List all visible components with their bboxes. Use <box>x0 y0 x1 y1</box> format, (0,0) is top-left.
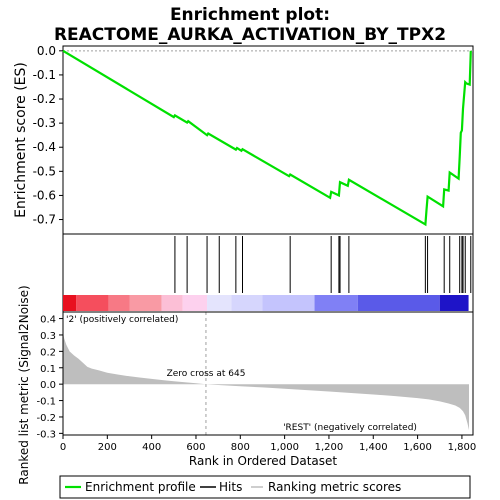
metric-panel-frame <box>62 311 474 436</box>
metric-xtick-label: 1,600 <box>403 442 432 453</box>
colorbar-segment <box>182 295 208 311</box>
metric-ytick-label: 0.4 <box>40 315 56 326</box>
metric-ytick-label: -0.2 <box>36 413 56 424</box>
metric-xtick-label: 1,000 <box>270 442 299 453</box>
metric-ytick-label: -0.3 <box>36 429 56 440</box>
legend-label-metric: Ranking metric scores <box>268 480 401 494</box>
es-y-axis-label: Enrichment score (ES) <box>13 62 29 218</box>
metric-xtick-label: 800 <box>231 442 250 453</box>
metric-ytick-label: 0.0 <box>40 380 56 391</box>
metric-ytick-label: 0.1 <box>40 364 56 375</box>
es-ytick-label: -0.7 <box>33 213 56 227</box>
ranking-metric-area <box>63 331 469 431</box>
metric-xtick-label: 1,800 <box>448 442 477 453</box>
legend-label-enrichment: Enrichment profile <box>85 480 196 494</box>
colorbar-segment <box>63 295 77 311</box>
es-ytick-label: -0.6 <box>33 188 56 202</box>
metric-x-axis-label: Rank in Ordered Dataset <box>189 454 337 468</box>
plot-title-line2: REACTOME_AURKA_ACTIVATION_BY_TPX2 <box>54 25 446 45</box>
colorbar-segment <box>161 295 183 311</box>
legend-frame <box>59 475 471 499</box>
metric-panel: 0.4 0.3 0.2 0.1 0.0 -0.1 -0.2 -0.3 0 200 400 600 80… <box>17 285 476 484</box>
metric-ytick-label: 0.3 <box>40 331 56 342</box>
positive-correlation-label: '2' (positively correlated) <box>66 315 178 325</box>
metric-xtick-label: 200 <box>98 442 117 453</box>
es-panel: 0.0 -0.1 -0.2 -0.3 -0.4 -0.5 -0.6 -0.7 Enrichme… <box>13 44 474 235</box>
es-panel-frame <box>62 45 474 235</box>
metric-ytick-label: 0.2 <box>40 347 56 358</box>
metric-xtick-label: 0 <box>60 442 66 453</box>
colorbar-segment <box>207 295 232 311</box>
es-ytick-label: -0.3 <box>33 116 56 130</box>
colorbar-segment <box>262 295 315 311</box>
metric-xtick-label: 1,400 <box>359 442 388 453</box>
hits-panel <box>62 233 474 313</box>
colorbar-segment <box>357 295 440 311</box>
metric-xtick-label: 600 <box>186 442 205 453</box>
colorbar-segment <box>76 295 109 311</box>
es-ytick-label: -0.2 <box>33 92 56 106</box>
metric-xtick-label: 400 <box>142 442 161 453</box>
legend: Enrichment profile Hits Ranking metric s… <box>59 475 471 499</box>
enrichment-profile-line <box>62 49 472 227</box>
es-ytick-label: 0.0 <box>37 44 56 58</box>
es-ytick-label: -0.5 <box>33 164 56 178</box>
zero-cross-annotation: Zero cross at 645 <box>167 369 246 379</box>
plot-title-line1: Enrichment plot: <box>170 5 330 25</box>
metric-y-axis-label: Ranked list metric (Signal2Noise) <box>17 285 31 484</box>
legend-label-hits: Hits <box>219 480 242 494</box>
colorbar-segment <box>231 295 263 311</box>
es-ytick-label: -0.4 <box>33 140 56 154</box>
metric-ytick-label: -0.1 <box>36 397 56 408</box>
colorbar-segment <box>129 295 162 311</box>
es-ytick-label: -0.1 <box>33 68 56 82</box>
colorbar-segment <box>314 295 358 311</box>
metric-xtick-label: 1,200 <box>315 442 344 453</box>
colorbar-segment <box>439 295 469 311</box>
negative-correlation-label: 'REST' (negatively correlated) <box>283 423 417 433</box>
colorbar-segment <box>108 295 130 311</box>
